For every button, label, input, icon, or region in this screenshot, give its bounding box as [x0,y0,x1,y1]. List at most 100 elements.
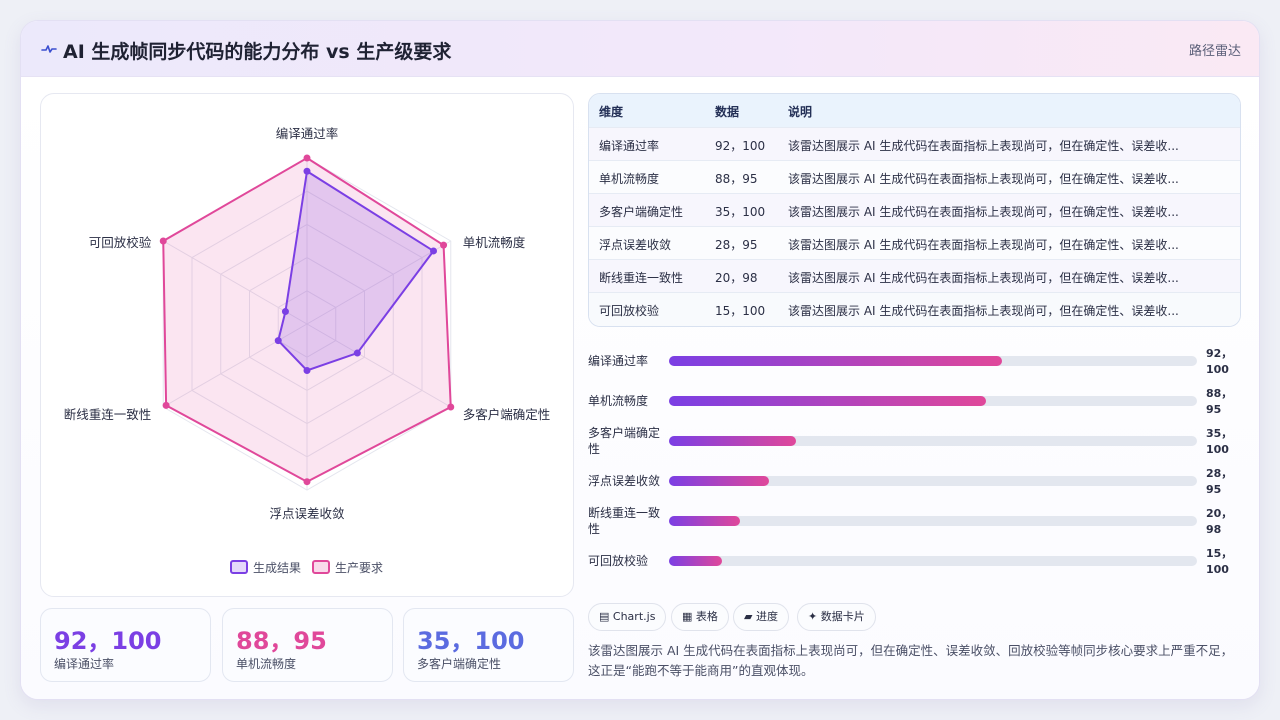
radar-chart-panel: 编译通过率 单机流畅度 多客户端确定性 浮点误差收敛 断线重连一致性 可回放校验 生成结果 生… [40,93,574,597]
progress-value: 88，95 [1206,387,1233,416]
table-cell: 可回放校验 [599,304,660,318]
table-cell: 35，100 [715,205,766,219]
table-cell: 该雷达图展示 AI 生成代码在表面指标上表现尚可，但在确定性、误差收... [788,205,1179,219]
progress-track [669,556,1197,566]
progress-track [669,476,1197,486]
radar-data-point [281,308,289,316]
table-cell: 20，98 [715,271,758,285]
table-cell: 该雷达图展示 AI 生成代码在表面指标上表现尚可，但在确定性、误差收... [788,139,1179,153]
progress-row: 断线重连一致性 20，98 [588,506,1241,547]
chip-chartjs[interactable]: ▤ Chart.js [588,603,667,631]
data-table: 维度 数据 说明 编译通过率 92，100 该雷达图展示 AI 生成代码在表面指… [588,93,1241,327]
legend-swatch [230,560,248,574]
radar-data-point [430,247,438,255]
radar-data-point [303,478,311,486]
progress-fill [669,556,722,566]
table-cell: 88，95 [715,172,758,186]
progress-row: 单机流畅度 88，95 [588,387,1241,427]
legend-label: 生成结果 [253,561,301,575]
chip-label: Chart.js [612,610,656,623]
progress-value: 20，98 [1206,507,1233,536]
progress-fill [669,356,1002,366]
chip-progress[interactable]: ▰ 进度 [733,603,789,631]
table-row: 断线重连一致性 20，98 该雷达图展示 AI 生成代码在表面指标上表现尚可，但… [589,259,1240,292]
header-tag: 路径雷达 [1188,44,1241,59]
stat-card: 35，100 多客户端确定性 [403,608,574,682]
table-cell: 该雷达图展示 AI 生成代码在表面指标上表现尚可，但在确定性、误差收... [788,238,1179,252]
chip-table[interactable]: ▦ 表格 [671,603,729,631]
legend-swatch [312,560,330,574]
table-row: 浮点误差收敛 28，95 该雷达图展示 AI 生成代码在表面指标上表现尚可，但在… [589,226,1240,259]
radar-axis-label: 可回放校验 [89,235,152,250]
progress-fill [669,516,741,526]
progress-fill [669,436,796,446]
radar-data-point [303,154,311,162]
table-row: 编译通过率 92，100 该雷达图展示 AI 生成代码在表面指标上表现尚可，但在… [589,127,1240,160]
radar-spoke [162,323,308,408]
table-cell: 该雷达图展示 AI 生成代码在表面指标上表现尚可，但在确定性、误差收... [788,304,1179,318]
stat-value: 92，100 [54,627,162,655]
table-header-cell: 维度 [599,105,624,119]
progress-row: 浮点误差收敛 28，95 [588,467,1241,507]
progress-label: 可回放校验 [588,554,649,568]
radar-axis-label: 断线重连一致性 [64,407,152,422]
table-cell: 断线重连一致性 [599,271,684,285]
progress-value: 35，100 [1206,427,1233,456]
progress-label: 编译通过率 [588,354,649,368]
progress-row: 可回放校验 15，100 [588,547,1241,587]
card-icon: ✦ [808,610,818,623]
radar-axis-label: 编译通过率 [276,126,339,141]
table-cell: 92，100 [715,139,766,153]
chart-icon: ▤ [599,610,610,623]
legend-label: 生产要求 [335,561,383,575]
table-icon: ▦ [682,610,693,623]
radar-spoke [306,323,452,408]
page-title: AI 生成帧同步代码的能力分布 vs 生产级要求 [63,41,452,63]
radar-data-point [162,401,170,409]
table-cell: 15，100 [715,304,766,318]
progress-track [669,356,1197,366]
radar-axis-label: 浮点误差收敛 [269,506,345,521]
description-text: 该雷达图展示 AI 生成代码在表面指标上表现尚可，但在确定性、误差收敛、回放校验… [588,643,1234,678]
progress-fill [669,396,986,406]
progress-label: 断线重连一致性 [588,506,661,536]
header-bar: AI 生成帧同步代码的能力分布 vs 生产级要求 路径雷达 [21,21,1259,77]
stat-card: 92，100 编译通过率 [40,608,211,682]
stat-value: 88，95 [236,627,327,655]
radar-data-point [447,403,455,411]
chip-label: 数据卡片 [820,610,865,623]
table-row: 多客户端确定性 35，100 该雷达图展示 AI 生成代码在表面指标上表现尚可，… [589,193,1240,226]
table-header-cell: 数据 [715,105,740,119]
table-cell: 28，95 [715,238,758,252]
table-row: 可回放校验 15，100 该雷达图展示 AI 生成代码在表面指标上表现尚可，但在… [589,292,1240,326]
stat-label: 多客户端确定性 [417,657,502,671]
stat-label: 编译通过率 [54,657,115,671]
progress-label: 多客户端确定性 [588,426,661,456]
radar-axis-label: 单机流畅度 [463,235,526,250]
wave-icon [41,45,57,53]
radar-data-point [353,349,361,357]
chip-data-card[interactable]: ✦ 数据卡片 [797,603,876,631]
stat-value: 35，100 [417,627,525,655]
table-cell: 编译通过率 [599,139,660,153]
progress-track [669,396,1197,406]
radar-data-point [159,237,167,245]
stat-label: 单机流畅度 [236,657,297,671]
progress-label: 单机流畅度 [588,394,649,408]
radar-spoke [306,240,452,325]
radar-data-point [303,366,311,374]
table-header-cell: 说明 [788,105,813,119]
progress-track [669,516,1197,526]
table-cell: 浮点误差收敛 [599,238,672,252]
table-cell: 多客户端确定性 [599,205,684,219]
stat-card: 88，95 单机流畅度 [222,608,393,682]
progress-row: 多客户端确定性 35，100 [588,426,1241,467]
progress-list: 编译通过率 92，100 单机流畅度 88，95 多客户端确定性 35，100 … [588,339,1241,579]
table-cell: 该雷达图展示 AI 生成代码在表面指标上表现尚可，但在确定性、误差收... [788,172,1179,186]
radar-data-point [274,337,282,345]
main-card: AI 生成帧同步代码的能力分布 vs 生产级要求 路径雷达 编译通过率 单机流畅度… [20,20,1260,700]
table-cell: 该雷达图展示 AI 生成代码在表面指标上表现尚可，但在确定性、误差收... [788,271,1179,285]
progress-value: 15，100 [1206,547,1233,576]
progress-value: 92，100 [1206,347,1233,376]
